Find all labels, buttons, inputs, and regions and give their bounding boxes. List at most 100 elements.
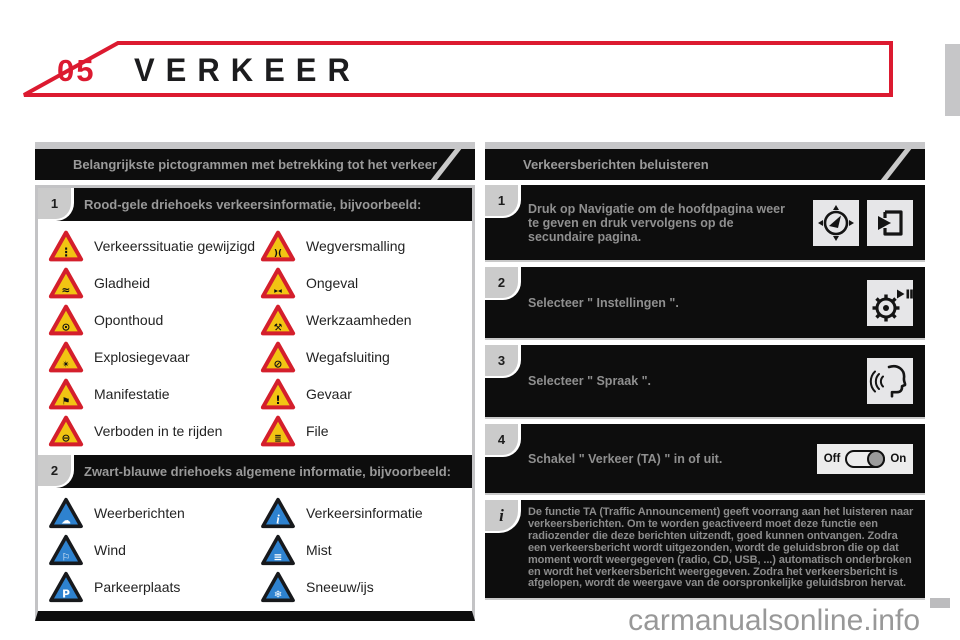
svg-text:✴: ✴ xyxy=(62,359,70,370)
item-label: Sneeuw/ijs xyxy=(306,578,374,595)
section2-title: Zwart-blauwe driehoeks algemene informat… xyxy=(84,464,451,479)
section1-title: Rood-gele driehoeks verkeersinformatie, … xyxy=(84,197,422,212)
left-column-header-label: Belangrijkste pictogrammen met betrekkin… xyxy=(72,157,438,172)
list-item: ⊖ Verboden in te rijden xyxy=(48,412,260,449)
list-item: ≡ Mist xyxy=(260,531,472,568)
svg-text:⊘: ⊘ xyxy=(274,357,283,370)
traffic-light-triangle-icon: ⋮ xyxy=(48,230,84,261)
list-item: ≈ Gladheid xyxy=(48,264,260,301)
roadworks-triangle-icon: ⚒ xyxy=(260,304,296,335)
item-label: Verkeerssituatie gewijzigd xyxy=(94,237,256,254)
svg-text:P: P xyxy=(62,587,70,600)
svg-text:⊙: ⊙ xyxy=(62,320,71,333)
list-item: P Parkeerplaats xyxy=(48,568,260,605)
svg-text:▸◂: ▸◂ xyxy=(274,285,282,294)
page-title: VERKEER xyxy=(134,52,361,89)
page-corner-mark xyxy=(930,598,950,608)
demonstration-triangle-icon: ⚑ xyxy=(48,378,84,409)
item-label: Gladheid xyxy=(94,274,151,291)
item-label: Wegversmalling xyxy=(306,237,406,254)
item-label: Mist xyxy=(306,541,332,558)
pictograms-box: 1 Rood-gele driehoeks verkeersinformatie… xyxy=(35,185,475,621)
toggle-on-label: On xyxy=(890,452,907,465)
parking-triangle-icon: P xyxy=(49,571,83,602)
svg-text:⚒: ⚒ xyxy=(274,322,283,333)
svg-text:⊖: ⊖ xyxy=(62,431,71,444)
item-label: Verboden in te rijden xyxy=(94,422,223,439)
road-narrows-triangle-icon: )( xyxy=(260,230,296,261)
chapter-band-outline xyxy=(23,41,893,97)
list-item: ❄ Sneeuw/ijs xyxy=(260,568,472,605)
chapter-number: 05 xyxy=(57,53,96,88)
svg-text:i: i xyxy=(276,512,280,526)
step-3-panel: 3 Selecteer " Spraak ". xyxy=(485,345,925,419)
item-label: Gevaar xyxy=(306,385,352,402)
info-text: De functie TA (Traffic Announcement) gee… xyxy=(528,506,914,590)
ta-toggle: Off On xyxy=(817,443,913,474)
list-item: i Verkeersinformatie xyxy=(260,494,472,531)
item-label: Manifestatie xyxy=(94,385,170,402)
info-panel: i De functie TA (Traffic Announcement) g… xyxy=(485,500,925,600)
svg-text:☁: ☁ xyxy=(61,515,71,526)
step-1-text: Druk op Navigatie om de hoofdpagina weer… xyxy=(528,201,785,244)
right-column-header: Verkeersberichten beluisteren xyxy=(485,142,925,180)
svg-text:!: ! xyxy=(275,392,280,406)
enter-page-icon xyxy=(878,209,903,236)
slippery-road-triangle-icon: ≈ xyxy=(48,267,84,298)
navigation-pad-button xyxy=(813,199,859,246)
list-item: ≣ File xyxy=(260,412,472,449)
section2-number-badge: 2 xyxy=(38,455,74,488)
section1-header: 1 Rood-gele driehoeks verkeersinformatie… xyxy=(38,188,472,221)
step-1-number-badge: 1 xyxy=(485,185,521,218)
item-label: File xyxy=(306,422,329,439)
list-item: ⚒ Werkzaamheden xyxy=(260,301,472,338)
wind-triangle-icon: ⚐ xyxy=(49,534,83,565)
voice-speech-icon xyxy=(869,364,907,398)
list-item: ⊘ Wegafsluiting xyxy=(260,338,472,375)
toggle-off-label: Off xyxy=(823,452,841,465)
svg-text:⚑: ⚑ xyxy=(62,396,71,407)
step-4-number-badge: 4 xyxy=(485,424,521,457)
step-2-panel: 2 Selecteer " Instellingen ". xyxy=(485,267,925,340)
delay-clock-triangle-icon: ⊙ xyxy=(48,304,84,335)
list-item: ⚑ Manifestatie xyxy=(48,375,260,412)
navigation-pad-icon xyxy=(818,204,854,241)
secondary-page-button xyxy=(867,199,913,246)
list-item: ⋮ Verkeerssituatie gewijzigd xyxy=(48,227,260,264)
page-edge-tab xyxy=(945,44,960,116)
item-label: Weerberichten xyxy=(94,504,185,521)
item-label: Werkzaamheden xyxy=(306,311,412,328)
watermark: carmanualsonline.info xyxy=(628,604,920,637)
traffic-jam-triangle-icon: ≣ xyxy=(260,415,296,446)
item-label: Explosiegevaar xyxy=(94,348,190,365)
section1-item-grid: ⋮ Verkeerssituatie gewijzigd )( Wegversm… xyxy=(38,221,472,455)
section2-item-grid: ☁ Weerberichten i Verkeersinformatie ⚐ xyxy=(38,488,472,611)
step-3-number-badge: 3 xyxy=(485,345,521,378)
settings-gear-icon xyxy=(872,289,913,321)
listen-traffic-column: Verkeersberichten beluisteren 1 Druk op … xyxy=(485,142,925,600)
voice-command-button xyxy=(867,358,913,404)
item-label: Oponthoud xyxy=(94,311,164,328)
section2-header: 2 Zwart-blauwe driehoeks algemene inform… xyxy=(38,455,472,488)
toggle-knob xyxy=(867,449,886,468)
section1-number-badge: 1 xyxy=(38,188,74,221)
toggle-switch-icon xyxy=(845,449,886,468)
svg-text:)(: )( xyxy=(274,248,282,258)
list-item: )( Wegversmalling xyxy=(260,227,472,264)
item-label: Wind xyxy=(94,541,126,558)
item-label: Parkeerplaats xyxy=(94,578,181,595)
svg-text:≡: ≡ xyxy=(274,550,283,563)
svg-text:≣: ≣ xyxy=(274,433,281,443)
item-label: Ongeval xyxy=(306,274,359,291)
list-item: ✴ Explosiegevaar xyxy=(48,338,260,375)
svg-text:≈: ≈ xyxy=(62,283,71,296)
right-column-header-label: Verkeersberichten beluisteren xyxy=(523,157,709,172)
list-item: ⊙ Oponthoud xyxy=(48,301,260,338)
accident-triangle-icon: ▸◂ xyxy=(260,267,296,298)
step-1-panel: 1 Druk op Navigatie om de hoofdpagina we… xyxy=(485,185,925,262)
explosion-triangle-icon: ✴ xyxy=(48,341,84,372)
snow-ice-triangle-icon: ❄ xyxy=(261,571,295,602)
pictograms-column: Belangrijkste pictogrammen met betrekkin… xyxy=(35,142,475,621)
svg-text:⋮: ⋮ xyxy=(60,244,72,258)
